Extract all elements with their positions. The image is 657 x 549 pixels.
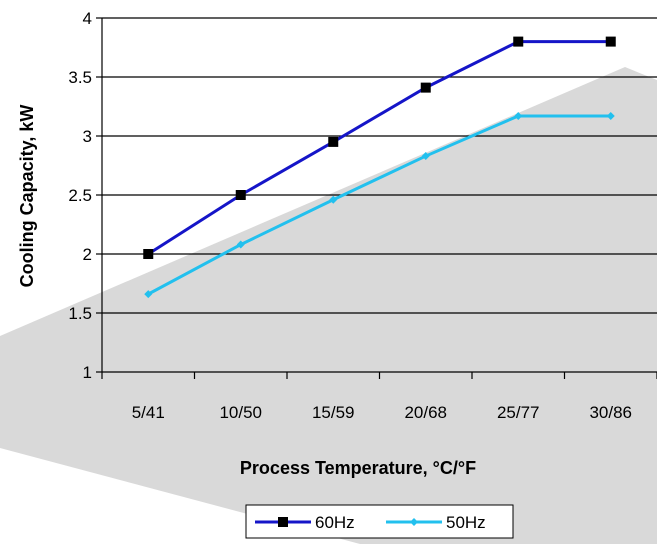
series-line: [147, 114, 611, 296]
data-point: [605, 36, 616, 47]
y-axis-title: Cooling Capacity, kW: [17, 105, 37, 288]
y-tick-label: 2.5: [68, 186, 92, 205]
data-point: [236, 240, 245, 249]
x-axis-title: Process Temperature, °C/°F: [240, 458, 476, 478]
x-tick-label: 20/68: [404, 403, 447, 422]
series-line: [147, 40, 611, 256]
y-tick-label: 4: [83, 9, 92, 28]
grid-lines: [102, 17, 657, 314]
data-point: [514, 111, 523, 120]
data-point: [143, 249, 154, 259]
series-50Hz: [144, 111, 615, 299]
x-tick-label: 15/59: [312, 403, 355, 422]
watermark-shape: [0, 67, 657, 544]
data-point: [420, 82, 431, 93]
data-point: [328, 136, 339, 147]
y-tick-label: 1: [83, 363, 92, 382]
data-point: [513, 36, 524, 47]
y-tick-label: 3.5: [68, 68, 92, 87]
legend-items: 60Hz 50Hz: [255, 513, 486, 532]
y-tick-label: 3: [83, 127, 92, 146]
data-point: [329, 195, 338, 204]
x-tick-label: 30/86: [589, 403, 632, 422]
data-point: [278, 517, 288, 527]
series-60Hz: [143, 36, 616, 259]
legend-label: 60Hz: [315, 513, 355, 532]
data-point: [606, 111, 615, 120]
series: [143, 36, 616, 299]
y-tick-label: 1.5: [68, 304, 92, 323]
axes: [96, 17, 657, 379]
x-tick-label: 5/41: [132, 403, 165, 422]
data-point: [144, 290, 153, 299]
legend-label: 50Hz: [446, 513, 486, 532]
data-point: [410, 518, 418, 526]
x-tick-label: 10/50: [219, 403, 262, 422]
data-point: [235, 190, 246, 200]
legend: 60Hz 50Hz: [245, 504, 514, 539]
x-tick-label: 25/77: [497, 403, 540, 422]
y-tick-label: 2: [83, 245, 92, 264]
tick-labels: 1 1.5 2 2.5 3 3.5 4 5/41 10/50 15/59 20/68 25/77 30/…: [68, 9, 632, 422]
data-point: [421, 152, 430, 161]
